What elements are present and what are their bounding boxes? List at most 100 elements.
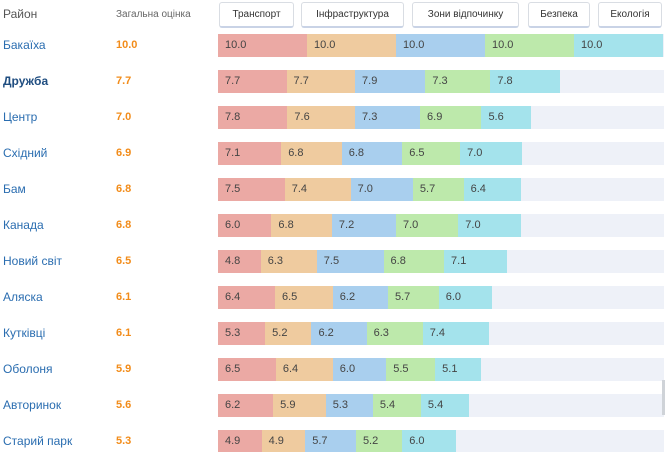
overall-score: 10.0 <box>116 39 138 51</box>
score-bar-track: 7.7 7.7 7.9 7.3 7.8 <box>218 70 664 93</box>
score-segment-recreation: 6.0 <box>332 358 387 381</box>
score-segment-transport: 6.0 <box>218 214 272 237</box>
district-name[interactable]: Новий світ <box>3 254 62 268</box>
score-segment-infrastructure: 6.8 <box>281 142 342 165</box>
overall-score: 6.1 <box>116 327 132 339</box>
score-bar-track: 6.4 6.5 6.2 5.7 6.0 <box>218 286 664 309</box>
district-name[interactable]: Канада <box>3 218 44 232</box>
score-segment-recreation: 6.2 <box>311 322 367 345</box>
score-segment-infrastructure: 5.9 <box>273 394 326 417</box>
score-segment-infrastructure: 7.6 <box>287 106 356 129</box>
district-column-header: Район <box>3 7 38 21</box>
score-bar-track: 10.0 10.0 10.0 10.0 10.0 <box>218 34 664 57</box>
score-bar-track: 7.5 7.4 7.0 5.7 6.4 <box>218 178 664 201</box>
table-row: Східний 6.9 7.1 6.8 6.8 6.5 7.0 <box>0 136 665 172</box>
table-row: Центр 7.0 7.8 7.6 7.3 6.9 5.6 <box>0 100 665 136</box>
table-row: Авторинок 5.6 6.2 5.9 5.3 5.4 5.4 <box>0 388 665 424</box>
overall-score: 5.6 <box>116 399 132 411</box>
table-row: Аляска 6.1 6.4 6.5 6.2 5.7 6.0 <box>0 280 665 316</box>
score-segment-safety: 6.5 <box>402 142 461 165</box>
score-segment-transport: 10.0 <box>218 34 307 57</box>
score-segment-recreation: 5.3 <box>325 394 373 417</box>
category-button-recreation[interactable]: Зони відпочинку <box>412 2 519 28</box>
score-segment-transport: 5.3 <box>218 322 266 345</box>
district-name[interactable]: Аляска <box>3 290 43 304</box>
score-segment-transport: 6.5 <box>218 358 276 381</box>
score-segment-safety: 5.2 <box>355 430 403 452</box>
score-segment-ecology: 5.1 <box>435 358 481 381</box>
score-segment-safety: 6.8 <box>383 250 445 273</box>
table-row: Бам 6.8 7.5 7.4 7.0 5.7 6.4 <box>0 172 665 208</box>
district-name[interactable]: Центр <box>3 110 38 124</box>
score-segment-ecology: 7.8 <box>490 70 560 93</box>
score-segment-infrastructure: 10.0 <box>307 34 396 57</box>
score-segment-safety: 6.3 <box>366 322 423 345</box>
score-segment-ecology: 5.4 <box>420 394 469 417</box>
table-row: Новий світ 6.5 4.8 6.3 7.5 6.8 7.1 <box>0 244 665 280</box>
district-name[interactable]: Кутківці <box>3 326 46 340</box>
score-segment-recreation: 5.7 <box>305 430 356 452</box>
score-segment-transport: 4.8 <box>218 250 261 273</box>
score-segment-safety: 5.7 <box>412 178 464 201</box>
score-segment-transport: 7.1 <box>218 142 282 165</box>
score-segment-safety: 5.4 <box>372 394 421 417</box>
score-segment-safety: 7.3 <box>425 70 491 93</box>
overall-score-column-header: Загальна оцінка <box>116 9 191 20</box>
score-segment-recreation: 7.2 <box>331 214 396 237</box>
table-row: Оболоня 5.9 6.5 6.4 6.0 5.5 5.1 <box>0 352 665 388</box>
score-segment-transport: 7.5 <box>218 178 285 201</box>
table-row: Дружба 7.7 7.7 7.7 7.9 7.3 7.8 <box>0 64 665 100</box>
overall-score: 5.3 <box>116 435 132 447</box>
score-segment-transport: 4.9 <box>218 430 262 452</box>
score-segment-ecology: 6.4 <box>463 178 521 201</box>
score-segment-infrastructure: 4.9 <box>261 430 306 452</box>
score-segment-safety: 5.5 <box>386 358 436 381</box>
category-button-infrastructure[interactable]: Інфраструктура <box>301 2 404 28</box>
table-header: Район Загальна оцінка Транспорт Інфрастр… <box>0 0 665 30</box>
table-row: Канада 6.8 6.0 6.8 7.2 7.0 7.0 <box>0 208 665 244</box>
score-segment-ecology: 7.0 <box>460 142 523 165</box>
district-name[interactable]: Оболоня <box>3 362 53 376</box>
score-segment-recreation: 6.2 <box>332 286 388 309</box>
score-segment-infrastructure: 6.5 <box>274 286 333 309</box>
overall-score: 7.0 <box>116 111 132 123</box>
score-segment-transport: 6.2 <box>218 394 274 417</box>
district-name[interactable]: Бакаїха <box>3 38 46 52</box>
score-segment-ecology: 10.0 <box>574 34 663 57</box>
district-name[interactable]: Бам <box>3 182 26 196</box>
table-row: Кутківці 6.1 5.3 5.2 6.2 6.3 7.4 <box>0 316 665 352</box>
score-segment-safety: 6.9 <box>420 106 482 129</box>
score-segment-ecology: 7.4 <box>422 322 489 345</box>
score-segment-ecology: 6.0 <box>438 286 493 309</box>
score-segment-infrastructure: 7.4 <box>284 178 351 201</box>
score-segment-recreation: 7.9 <box>355 70 426 93</box>
category-button-transport[interactable]: Транспорт <box>219 2 294 28</box>
district-name[interactable]: Старий парк <box>3 434 73 448</box>
score-bar-track: 6.0 6.8 7.2 7.0 7.0 <box>218 214 664 237</box>
score-segment-safety: 7.0 <box>396 214 459 237</box>
overall-score: 7.7 <box>116 75 132 87</box>
district-name[interactable]: Авторинок <box>3 398 62 412</box>
score-segment-ecology: 6.0 <box>402 430 456 452</box>
score-bar-track: 4.8 6.3 7.5 6.8 7.1 <box>218 250 664 273</box>
category-button-safety[interactable]: Безпека <box>528 2 590 28</box>
score-segment-safety: 5.7 <box>387 286 439 309</box>
category-button-ecology[interactable]: Екологія <box>598 2 662 28</box>
overall-score: 6.8 <box>116 219 132 231</box>
score-segment-ecology: 7.1 <box>444 250 508 273</box>
district-name[interactable]: Східний <box>3 146 48 160</box>
score-bar-track: 5.3 5.2 6.2 6.3 7.4 <box>218 322 664 345</box>
score-segment-transport: 7.8 <box>218 106 288 129</box>
overall-score: 5.9 <box>116 363 132 375</box>
district-name[interactable]: Дружба <box>3 74 49 88</box>
score-segment-ecology: 5.6 <box>481 106 532 129</box>
table-row: Бакаїха 10.0 10.0 10.0 10.0 10.0 10.0 <box>0 28 665 64</box>
overall-score: 6.1 <box>116 291 132 303</box>
score-segment-transport: 7.7 <box>218 70 287 93</box>
score-segment-transport: 6.4 <box>218 286 275 309</box>
score-bar-track: 6.2 5.9 5.3 5.4 5.4 <box>218 394 664 417</box>
table-row: Старий парк 5.3 4.9 4.9 5.7 5.2 6.0 <box>0 424 665 452</box>
score-segment-infrastructure: 7.7 <box>286 70 356 93</box>
scrollbar[interactable] <box>662 380 665 415</box>
score-segment-recreation: 7.3 <box>355 106 421 129</box>
